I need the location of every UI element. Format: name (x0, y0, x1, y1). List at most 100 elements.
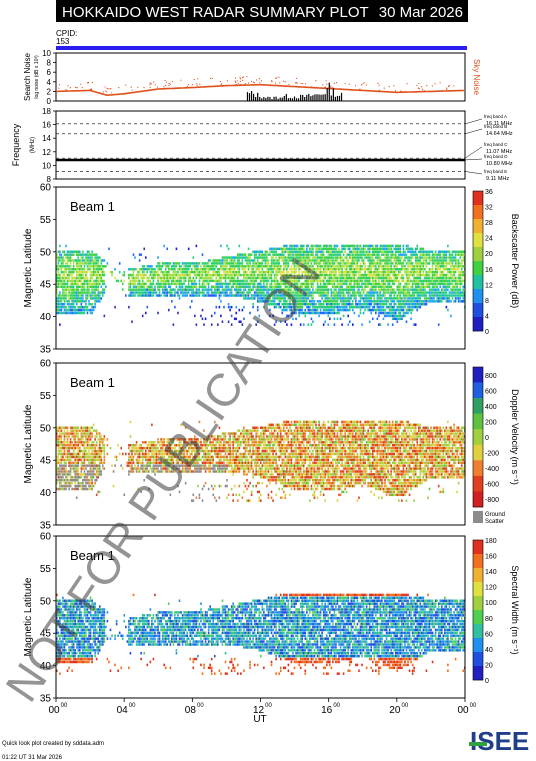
scatter-cell (140, 294, 142, 297)
scatter-cell (187, 273, 190, 277)
scatter-cell (310, 302, 313, 306)
scatter-cell (338, 262, 340, 265)
search-noise-bar (316, 94, 318, 101)
scatter-cell (378, 305, 380, 309)
sky-noise-point (197, 78, 199, 80)
scatter-cell (266, 250, 268, 254)
scatter-cell (424, 250, 426, 254)
scatter-cell (315, 308, 317, 312)
scatter-cell (86, 265, 89, 268)
sky-noise-point (69, 87, 71, 89)
scatter-cell (338, 302, 340, 306)
scatter-cell (137, 282, 139, 286)
scatter-cell (339, 253, 342, 256)
scatter-cell (227, 282, 230, 286)
scatter-cell (59, 487, 61, 491)
scatter-cell (381, 279, 383, 283)
scatter-cell (385, 244, 388, 248)
scatter-cell (57, 273, 60, 277)
scatter-cell (83, 446, 86, 450)
sky-noise-point (332, 86, 334, 88)
scatter-cell (86, 291, 89, 294)
scatter-cell (164, 276, 167, 280)
scatter-cell (313, 256, 316, 259)
scatter-cell (345, 253, 348, 256)
scatter-cell (287, 253, 290, 256)
scatter-cell (69, 305, 72, 309)
scatter-cell (148, 265, 150, 268)
scatter-cell (399, 300, 402, 303)
colorbar-segment (473, 303, 483, 318)
scatter-cell (57, 256, 60, 259)
scatter-cell (57, 446, 60, 450)
scatter-cell (62, 297, 64, 300)
scatter-cell (416, 302, 419, 306)
scatter-cell (381, 282, 383, 286)
scatter-cell (440, 265, 443, 268)
scatter-cell (56, 308, 58, 312)
panel-frame (55, 186, 466, 350)
scatter-cell (365, 268, 368, 271)
scatter-cell (102, 294, 104, 297)
scatter-cell (82, 487, 84, 491)
scatter-cell (425, 265, 428, 268)
scatter-cell (180, 265, 182, 268)
scatter-cell (281, 250, 284, 254)
scatter-cell (80, 285, 83, 288)
scatter-cell (321, 305, 323, 309)
scatter-cell (97, 268, 100, 271)
scatter-cell (95, 253, 98, 256)
scatter-cell (336, 244, 339, 248)
scatter-cell (62, 432, 64, 435)
scatter-cell (428, 276, 431, 280)
colorbar-segment (473, 219, 483, 234)
lat-ylabel: Magnetic Latitude (23, 228, 34, 307)
scatter-cell (375, 288, 377, 291)
scatter-cell (218, 268, 221, 271)
scatter-cell (207, 259, 210, 262)
scatter-cell (301, 282, 303, 286)
scatter-cell (393, 297, 396, 300)
scatter-cell (457, 273, 460, 277)
scatter-cell (282, 294, 285, 297)
scatter-cell (88, 429, 90, 432)
scatter-cell (391, 297, 394, 300)
scatter-cell (368, 273, 371, 277)
scatter-cell (62, 311, 64, 315)
scatter-cell (65, 478, 67, 482)
scatter-cell (57, 305, 60, 309)
scatter-cell (287, 259, 290, 262)
scatter-cell (276, 265, 279, 268)
scatter-cell (367, 247, 369, 251)
scatter-cell (332, 302, 334, 306)
scatter-cell (252, 305, 254, 309)
scatter-cell (384, 288, 386, 291)
scatter-cell (284, 305, 287, 309)
scatter-cell (80, 259, 83, 262)
scatter-cell (86, 470, 89, 473)
scatter-cell (253, 276, 256, 280)
scatter-cell (407, 256, 409, 259)
scatter-cell (94, 429, 96, 432)
scatter-cell (63, 270, 66, 274)
scatter-cell (141, 268, 144, 271)
scatter-cell (74, 438, 77, 441)
scatter-cell (256, 259, 259, 262)
scatter-cell (83, 452, 86, 456)
scatter-cell (210, 276, 213, 280)
scatter-cell (391, 262, 394, 265)
scatter-cell (56, 279, 58, 283)
scatter-cell (290, 302, 293, 306)
scatter-cell (312, 265, 314, 268)
scatter-cell (344, 268, 346, 271)
scatter-cell (345, 288, 348, 291)
scatter-cell (410, 262, 412, 265)
scatter-cell (306, 297, 308, 300)
scatter-cell (327, 250, 330, 254)
scatter-cell (457, 300, 460, 303)
scatter-cell (390, 279, 392, 283)
scatter-cell (368, 297, 371, 300)
scatter-cell (385, 297, 388, 300)
scatter-cell (327, 297, 330, 300)
scatter-cell (356, 305, 359, 309)
